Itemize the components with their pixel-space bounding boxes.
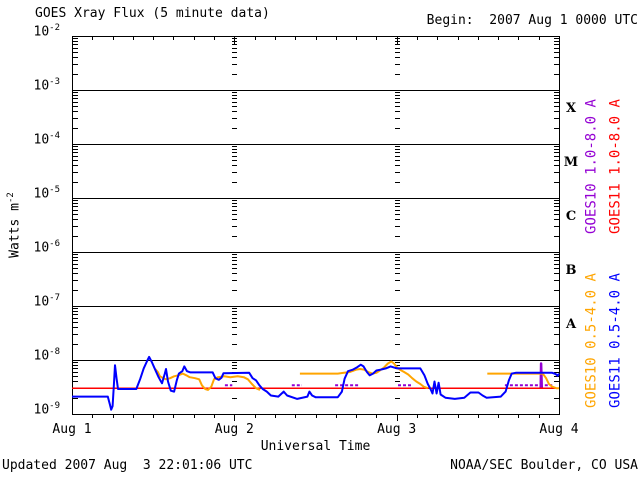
legend-label: GOES10 1.0-8.0 A <box>583 99 600 234</box>
x-axis-tick-label: Aug 2 <box>214 422 254 437</box>
x-axis-tick-label: Aug 1 <box>52 422 92 437</box>
series-goes11-0-5-4-0-a <box>72 355 560 411</box>
legend-label: GOES11 0.5-4.0 A <box>607 273 624 408</box>
series-goes10-1-0-8-0-a <box>539 362 544 389</box>
flux-class-label: A <box>565 317 577 332</box>
y-axis-tick-label: 10-5 <box>33 185 61 202</box>
y-axis-tick-label: 10-9 <box>33 401 61 418</box>
flux-class-label: C <box>565 209 577 224</box>
credit-label: NOAA/SEC Boulder, CO USA <box>450 458 638 473</box>
x-axis-tick-label: Aug 3 <box>377 422 417 437</box>
y-axis-tick-label: 10-3 <box>33 77 61 94</box>
legend-label: GOES10 0.5-4.0 A <box>583 273 600 408</box>
x-axis-tick-label: Aug 4 <box>539 422 579 437</box>
chart-title: GOES Xray Flux (5 minute data) <box>35 6 270 21</box>
flux-class-label: M <box>563 155 579 170</box>
flux-class-label: B <box>565 263 577 278</box>
y-axis-tick-label: 10-7 <box>33 293 61 310</box>
x-axis-title: Universal Time <box>260 439 371 454</box>
y-axis-tick-label: 10-6 <box>33 239 61 256</box>
y-axis-tick-label: 10-2 <box>33 23 61 40</box>
y-axis-tick-label: 10-8 <box>33 347 61 364</box>
flux-class-label: X <box>565 101 577 116</box>
y-axis-tick-label: 10-4 <box>33 131 61 148</box>
begin-time-label: Begin: 2007 Aug 1 0000 UTC <box>426 13 638 28</box>
legend-label: GOES11 1.0-8.0 A <box>607 99 624 234</box>
updated-timestamp: Updated 2007 Aug 3 22:01:06 UTC <box>2 458 253 473</box>
